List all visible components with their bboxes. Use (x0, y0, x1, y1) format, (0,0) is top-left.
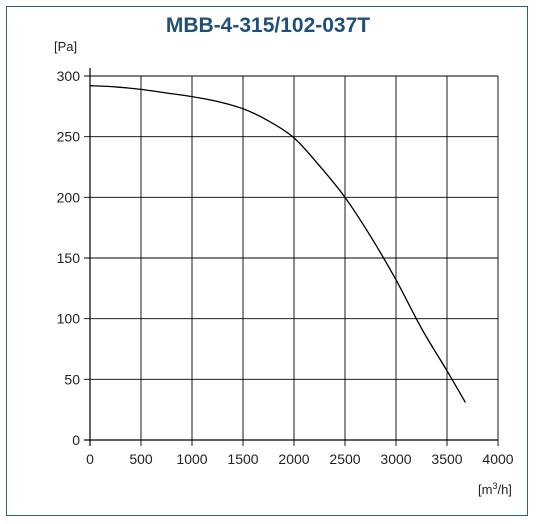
x-tick-label: 3500 (431, 451, 462, 467)
chart-frame (6, 6, 528, 516)
x-tick-label: 2500 (329, 451, 360, 467)
chart-title: MBB-4-315/102-037T (165, 14, 371, 37)
x-tick-label: 500 (129, 451, 153, 467)
y-tick-label: 50 (64, 371, 80, 387)
series-line (89, 85, 466, 403)
y-tick-label: 250 (57, 129, 81, 145)
y-tick-label: 150 (57, 250, 81, 266)
x-tick-label: 1500 (227, 451, 258, 467)
x-tick-label: 0 (86, 451, 94, 467)
axes (84, 68, 498, 446)
y-tick-label: 100 (57, 311, 81, 327)
x-tick-label: 3000 (380, 451, 411, 467)
y-tick-label: 200 (57, 189, 81, 205)
x-tick-label: 2000 (278, 451, 309, 467)
y-tick-label: 0 (72, 432, 80, 448)
y-tick-labels: 0 50 100 150 200 250 300 (57, 68, 81, 448)
x-tick-labels: 0 500 1000 1500 2000 2500 3000 3500 4000 (86, 451, 514, 467)
grid-lines (84, 75, 499, 446)
x-axis-label: [m3/h] (478, 481, 512, 497)
x-tick-label: 1000 (176, 451, 207, 467)
y-axis-label: [Pa] (54, 39, 77, 54)
y-tick-label: 300 (57, 68, 81, 84)
x-tick-label: 4000 (482, 451, 513, 467)
